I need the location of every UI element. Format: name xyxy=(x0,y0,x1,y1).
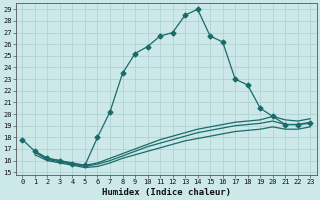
X-axis label: Humidex (Indice chaleur): Humidex (Indice chaleur) xyxy=(102,188,231,197)
